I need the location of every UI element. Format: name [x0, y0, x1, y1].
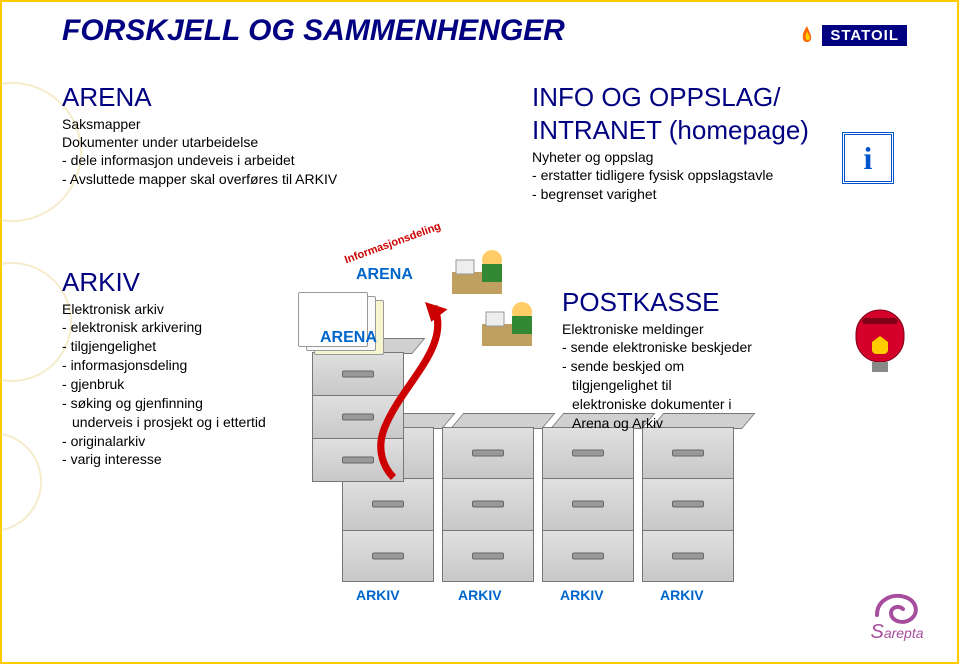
- arkiv-cabinet-label: ARKIV: [660, 587, 704, 603]
- arena-section: ARENA Saksmapper Dokumenter under utarbe…: [62, 82, 337, 189]
- list-item: sende beskjed om: [562, 357, 752, 376]
- statoil-text: STATOIL: [822, 25, 907, 46]
- cabinet-icon: [542, 427, 634, 582]
- list-item: originalarkiv: [62, 432, 266, 451]
- arena-subtitle-2: Dokumenter under utarbeidelse: [62, 133, 337, 151]
- page-title: FORSKJELL OG SAMMENHENGER: [62, 14, 565, 48]
- list-item: erstatter tidligere fysisk oppslagstavle: [532, 166, 809, 185]
- list-item: elektronisk arkivering: [62, 318, 266, 337]
- list-item: søking og gjenfinning: [62, 394, 266, 413]
- postkasse-subtitle: Elektroniske meldinger: [562, 320, 752, 338]
- mailbox-icon: [852, 302, 908, 374]
- flame-icon: [798, 24, 816, 46]
- person-at-desk-icon: [472, 294, 552, 354]
- cabinet-icon: [642, 427, 734, 582]
- arkiv-list: elektronisk arkivering tilgjengelighet i…: [62, 318, 266, 469]
- arena-subtitle-1: Saksmapper: [62, 115, 337, 133]
- statoil-logo: STATOIL: [798, 24, 907, 46]
- postkasse-section: POSTKASSE Elektroniske meldinger sende e…: [562, 287, 752, 433]
- list-item: elektroniske dokumenter i: [562, 395, 752, 414]
- postkasse-title: POSTKASSE: [562, 287, 752, 318]
- info-subtitle: Nyheter og oppslag: [532, 148, 809, 166]
- arkiv-section: ARKIV Elektronisk arkiv elektronisk arki…: [62, 267, 266, 469]
- list-item: tilgjengelighet til: [562, 376, 752, 395]
- red-arrow-icon: [362, 302, 452, 482]
- info-glyph: i: [864, 140, 873, 177]
- cabinet-icon: [442, 427, 534, 582]
- info-section: INFO OG OPPSLAG/ INTRANET (homepage) Nyh…: [532, 82, 809, 204]
- arena-list: dele informasjon undeveis i arbeidet Avs…: [62, 151, 337, 189]
- list-item: begrenset varighet: [532, 185, 809, 204]
- sarepta-logo: Sarepta: [867, 585, 927, 644]
- list-item: gjenbruk: [62, 375, 266, 394]
- list-item: informasjonsdeling: [62, 356, 266, 375]
- sarepta-text: arepta: [884, 625, 924, 641]
- list-item: underveis i prosjekt og i ettertid: [62, 413, 266, 432]
- info-title-1: INFO OG OPPSLAG/: [532, 82, 809, 113]
- list-item: Arena og Arkiv: [562, 414, 752, 433]
- list-item: Avsluttede mapper skal overføres til ARK…: [62, 170, 337, 189]
- postkasse-list: sende elektroniske beskjeder sende beskj…: [562, 338, 752, 432]
- arena-cabinet-label: ARENA: [356, 266, 413, 284]
- list-item: dele informasjon undeveis i arbeidet: [62, 151, 337, 170]
- arkiv-cabinet-label: ARKIV: [458, 587, 502, 603]
- info-title-2: INTRANET (homepage): [532, 115, 809, 146]
- arkiv-cabinet-label: ARKIV: [356, 587, 400, 603]
- info-list: erstatter tidligere fysisk oppslagstavle…: [532, 166, 809, 204]
- arkiv-title: ARKIV: [62, 267, 266, 298]
- arkiv-subtitle: Elektronisk arkiv: [62, 300, 266, 318]
- arkiv-cabinet-label: ARKIV: [560, 587, 604, 603]
- list-item: varig interesse: [62, 450, 266, 469]
- arena-title: ARENA: [62, 82, 337, 113]
- list-item: sende elektroniske beskjeder: [562, 338, 752, 357]
- list-item: tilgjengelighet: [62, 337, 266, 356]
- person-at-desk-icon: [442, 242, 522, 302]
- info-icon: i: [842, 132, 894, 184]
